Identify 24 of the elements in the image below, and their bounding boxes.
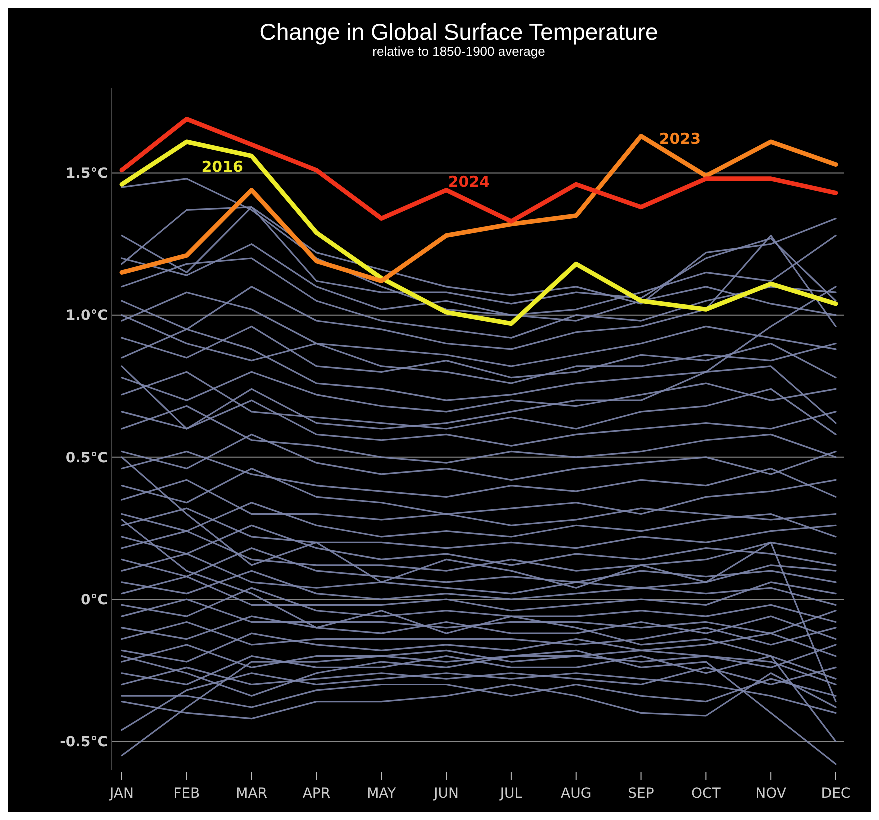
y-tick-label: 0°C	[80, 592, 108, 608]
y-tick-label: -0.5°C	[60, 734, 108, 750]
x-tick-label: JUN	[433, 786, 459, 802]
chart-title: Change in Global Surface Temperature	[260, 19, 658, 45]
x-tick-label: OCT	[692, 786, 722, 802]
y-tick-label: 0.5°C	[66, 450, 108, 466]
x-tick-label: APR	[302, 786, 331, 802]
x-tick-label: AUG	[561, 786, 592, 802]
y-tick-label: 1.0°C	[66, 308, 108, 324]
line-series	[120, 134, 838, 284]
x-tick-label: JUL	[499, 786, 523, 802]
x-tick-label: SEP	[628, 786, 654, 802]
series-label: 2023	[659, 130, 702, 148]
x-tick-label: NOV	[756, 786, 787, 802]
x-tick-label: FEB	[174, 786, 200, 802]
chart-subtitle: relative to 1850-1900 average	[372, 44, 546, 59]
x-tick-label: MAY	[367, 786, 397, 802]
series-label: 2024	[448, 173, 490, 192]
x-tick-label: DEC	[821, 786, 851, 802]
series-label: 2016	[202, 158, 244, 176]
x-tick-label: JAN	[109, 786, 134, 802]
y-tick-label: 1.5°C	[66, 166, 108, 182]
x-tick-label: MAR	[236, 786, 268, 802]
line-series	[120, 117, 838, 224]
